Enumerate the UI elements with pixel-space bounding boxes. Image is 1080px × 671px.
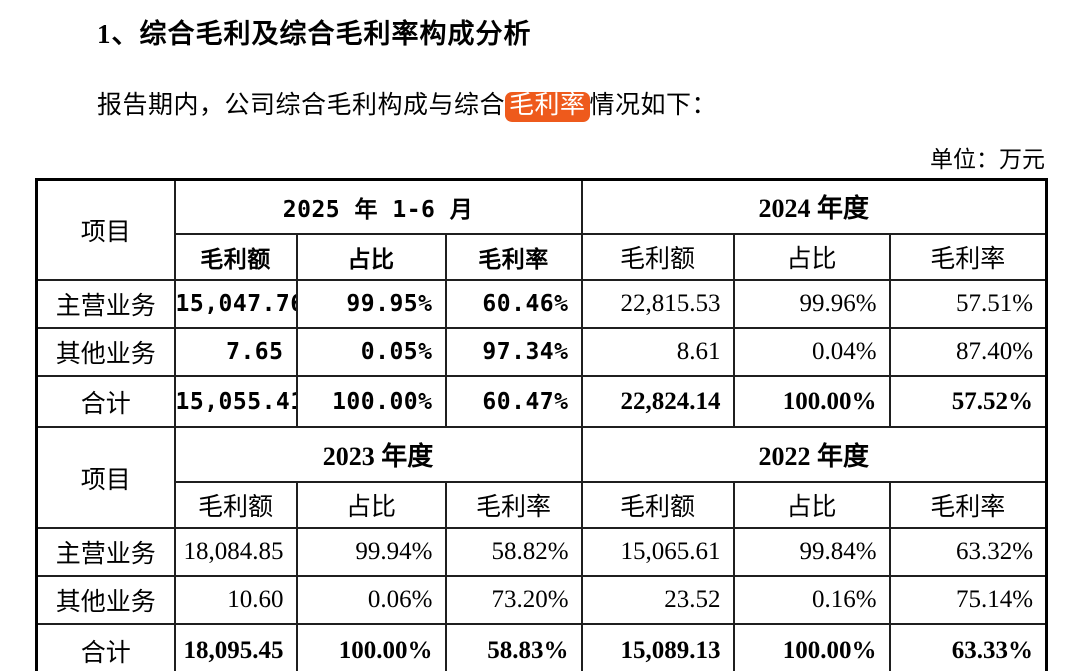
row-label: 其他业务	[35, 575, 176, 625]
intro-text-before: 报告期内，公司综合毛利构成与综合	[97, 92, 506, 119]
cell-value: 10.60	[173, 575, 298, 625]
gross-profit-table: 项目 2025 年 1-6 月 2024 年度 毛利额 占比 毛利率 毛利额 占…	[35, 177, 1049, 671]
intro-text-after: 情况如下：	[589, 92, 718, 119]
cell-value: 0.06%	[295, 575, 447, 625]
cell-value: 99.95%	[295, 279, 447, 329]
section-heading: 1、综合毛利及综合毛利率构成分析	[97, 19, 532, 49]
subheader-grossprofit-2022: 毛利额	[580, 481, 735, 529]
row-label: 主营业务	[35, 279, 176, 329]
cell-value: 75.14%	[888, 575, 1048, 625]
cell-value: 0.05%	[295, 327, 447, 377]
cell-value: 15,089.13	[580, 623, 735, 671]
cell-value: 73.20%	[444, 575, 583, 625]
subheader-margin-2025: 毛利率	[444, 233, 583, 281]
header-period-2024: 2024 年度	[580, 178, 1048, 235]
cell-value: 100.00%	[295, 375, 447, 428]
table-row: 项目 2023 年度 2022 年度	[35, 426, 1048, 529]
header-period-2022: 2022 年度	[580, 426, 1048, 483]
subheader-share-2025: 占比	[295, 233, 447, 281]
cell-value: 8.61	[580, 327, 735, 377]
table-row: 主营业务 18,084.85 99.94% 58.82% 15,065.61 9…	[35, 527, 1048, 577]
subheader-margin-2023: 毛利率	[444, 481, 583, 529]
cell-value: 22,815.53	[580, 279, 735, 329]
cell-value: 15,055.41	[173, 375, 298, 428]
cell-value: 0.16%	[732, 575, 891, 625]
table-row: 其他业务 7.65 0.05% 97.34% 8.61 0.04% 87.40%	[35, 327, 1048, 377]
cell-value: 60.47%	[444, 375, 583, 428]
row-label: 主营业务	[35, 527, 176, 577]
cell-value: 99.84%	[732, 527, 891, 577]
cell-value: 57.52%	[888, 375, 1048, 428]
unit-label: 单位：万元	[930, 146, 1045, 172]
subheader-share-2024: 占比	[732, 233, 891, 281]
subheader-share-2023: 占比	[295, 481, 447, 529]
cell-value: 15,065.61	[580, 527, 735, 577]
table-row: 项目 2025 年 1-6 月 2024 年度	[35, 178, 1048, 281]
cell-value: 23.52	[580, 575, 735, 625]
cell-value: 22,824.14	[580, 375, 735, 428]
cell-value: 87.40%	[888, 327, 1048, 377]
highlight-gross-margin: 毛利率	[505, 92, 590, 122]
table-row: 毛利额 占比 毛利率 毛利额 占比 毛利率	[37, 481, 1048, 529]
cell-value: 60.46%	[444, 279, 583, 329]
subheader-margin-2024: 毛利率	[888, 233, 1048, 281]
cell-value: 100.00%	[295, 623, 447, 671]
cell-value: 18,084.85	[173, 527, 298, 577]
row-label-total: 合计	[35, 623, 176, 671]
table-section: 单位：万元 项目 2025 年 1-6 月 2024 年度 毛利额 占比 毛利率…	[35, 140, 1049, 671]
cell-value: 58.83%	[444, 623, 583, 671]
header-item-1: 项目	[35, 178, 176, 281]
cell-value: 63.33%	[888, 623, 1048, 671]
cell-value: 100.00%	[732, 375, 891, 428]
header-period-2023: 2023 年度	[173, 426, 583, 483]
header-item-2: 项目	[35, 426, 176, 529]
table-row: 其他业务 10.60 0.06% 73.20% 23.52 0.16% 75.1…	[35, 575, 1048, 625]
header-period-2025: 2025 年 1-6 月	[173, 178, 583, 235]
cell-value: 99.96%	[732, 279, 891, 329]
subheader-margin-2022: 毛利率	[888, 481, 1048, 529]
cell-value: 7.65	[173, 327, 298, 377]
row-label-total: 合计	[35, 375, 176, 428]
cell-value: 58.82%	[444, 527, 583, 577]
subheader-grossprofit-2023: 毛利额	[173, 481, 298, 529]
subheader-grossprofit-2024: 毛利额	[580, 233, 735, 281]
table-row: 毛利额 占比 毛利率 毛利额 占比 毛利率	[37, 233, 1048, 281]
cell-value: 0.04%	[732, 327, 891, 377]
cell-value: 63.32%	[888, 527, 1048, 577]
table-row: 合计 18,095.45 100.00% 58.83% 15,089.13 10…	[35, 623, 1048, 671]
subheader-share-2022: 占比	[732, 481, 891, 529]
cell-value: 15,047.76	[173, 279, 298, 329]
cell-value: 18,095.45	[173, 623, 298, 671]
cell-value: 100.00%	[732, 623, 891, 671]
intro-paragraph: 报告期内，公司综合毛利构成与综合 毛利率 情况如下：	[97, 85, 1080, 122]
table-row: 合计 15,055.41 100.00% 60.47% 22,824.14 10…	[35, 375, 1048, 428]
cell-value: 57.51%	[888, 279, 1048, 329]
table-row: 主营业务 15,047.76 99.95% 60.46% 22,815.53 9…	[35, 279, 1048, 329]
cell-value: 99.94%	[295, 527, 447, 577]
row-label: 其他业务	[35, 327, 176, 377]
subheader-grossprofit-2025: 毛利额	[173, 233, 298, 281]
cell-value: 97.34%	[444, 327, 583, 377]
